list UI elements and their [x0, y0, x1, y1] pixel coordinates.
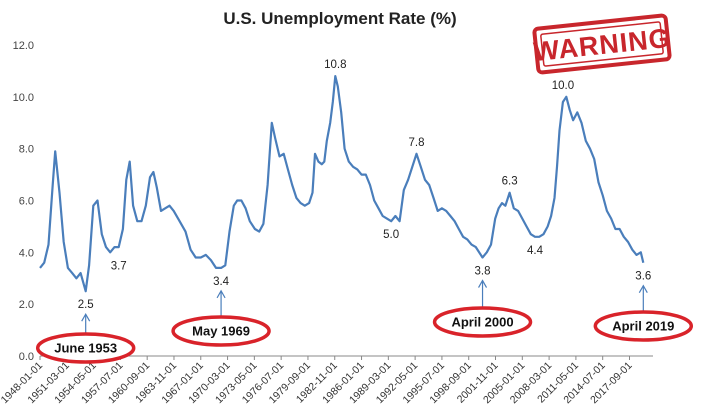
callout-arrowhead — [638, 284, 648, 293]
callout-oval — [171, 315, 271, 347]
callout-oval — [35, 332, 136, 364]
data-labels: 2.5 3.7 3.4 10.8 5.0 7.8 3.8 6.3 4.4 10.0 3.6 — [78, 59, 652, 311]
callout-oval — [593, 310, 694, 342]
warning-stamp: WARNING — [532, 13, 672, 75]
data-label: 2.5 — [78, 299, 94, 311]
y-axis: 0.0 2.0 4.0 6.0 8.0 10.0 12.0 — [13, 40, 34, 363]
callouts: June 1953 May 1969 April 2000 April 2019 — [35, 279, 694, 364]
data-label: 10.0 — [552, 80, 574, 92]
y-tick-label: 6.0 — [19, 196, 34, 208]
data-label: 5.0 — [383, 229, 399, 241]
x-axis-ticks: 1948-01-011951-03-011954-05-011957-07-01… — [0, 356, 635, 406]
y-tick-label: 10.0 — [13, 92, 34, 104]
unemployment-rate-line — [39, 75, 645, 293]
callout-label: April 2019 — [612, 319, 674, 334]
callout: May 1969 — [171, 289, 271, 347]
data-label: 4.4 — [527, 245, 544, 257]
callout-arrowhead — [216, 289, 226, 299]
callout: April 2019 — [593, 284, 694, 342]
callout-label: April 2000 — [451, 315, 513, 330]
y-tick-label: 2.0 — [19, 299, 34, 311]
chart-title: U.S. Unemployment Rate (%) — [223, 9, 456, 28]
data-label: 3.4 — [213, 276, 230, 288]
y-tick-label: 12.0 — [13, 40, 34, 52]
callout: April 2000 — [432, 279, 533, 338]
data-label: 3.8 — [475, 266, 491, 278]
callout-arrowhead — [81, 312, 91, 322]
y-tick-label: 8.0 — [19, 144, 34, 156]
y-tick-label: 0.0 — [19, 351, 34, 363]
data-label: 7.8 — [409, 137, 425, 149]
data-label: 6.3 — [502, 176, 518, 188]
callout-oval — [432, 306, 533, 338]
y-tick-label: 4.0 — [19, 247, 34, 259]
callout-arrowhead — [478, 279, 488, 288]
callout-label: May 1969 — [192, 324, 250, 339]
data-label: 3.7 — [111, 260, 127, 272]
data-label: 3.6 — [635, 271, 651, 283]
data-label: 10.8 — [324, 59, 346, 71]
callout: June 1953 — [35, 312, 136, 364]
callout-label: June 1953 — [54, 341, 117, 356]
